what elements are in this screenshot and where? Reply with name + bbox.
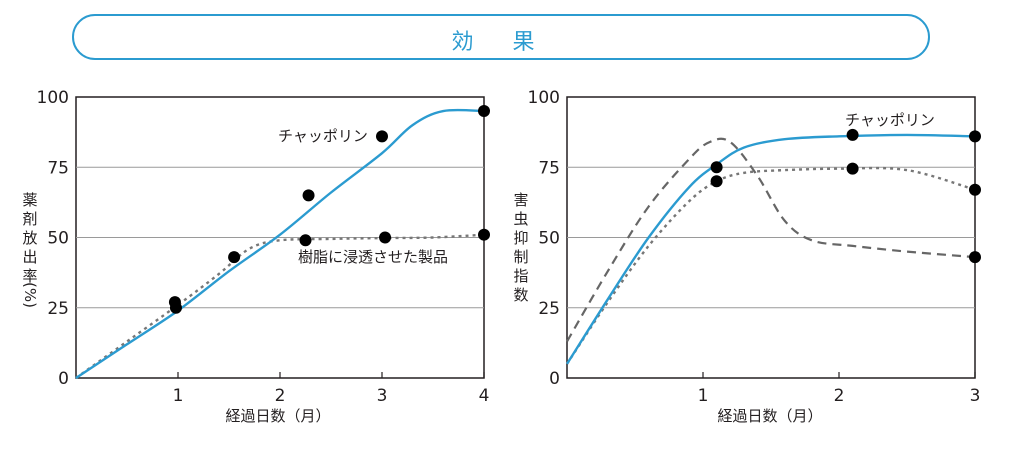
x-tick-label: 2 xyxy=(834,386,845,406)
y-tick-label: 75 xyxy=(47,158,69,178)
annotation-chapporin-right: チャッポリン xyxy=(845,111,935,129)
data-point-marker xyxy=(376,130,388,143)
y-tick-label: 25 xyxy=(538,299,560,319)
y-axis-label-char: 放 xyxy=(22,229,37,247)
annotation-resin-product: 樹脂に浸透させた製品 xyxy=(298,248,448,266)
y-axis-label-char: (%) xyxy=(21,282,39,308)
y-axis-label-char: 数 xyxy=(513,286,528,304)
data-point-marker xyxy=(379,231,392,244)
data-point-marker xyxy=(299,234,312,247)
data-point-marker xyxy=(846,128,859,141)
data-point-marker xyxy=(302,189,315,202)
y-axis-label-char: 害 xyxy=(513,191,528,209)
series-line-dashed xyxy=(566,137,976,343)
y-axis-label-char: 剤 xyxy=(22,210,37,228)
x-tick-label: 2 xyxy=(275,386,286,406)
data-point-marker xyxy=(710,161,723,174)
y-axis-label-char: 虫 xyxy=(513,210,528,228)
data-point-marker xyxy=(969,130,981,143)
data-point-marker xyxy=(969,251,981,264)
x-tick-label: 3 xyxy=(970,386,981,406)
y-axis-label-char: 率 xyxy=(22,267,37,285)
y-axis-label-char: 指 xyxy=(513,267,528,285)
series-line-solid xyxy=(75,108,485,380)
series-line-dotted xyxy=(565,166,976,365)
y-tick-label: 50 xyxy=(47,229,69,249)
y-axis-label-char: 制 xyxy=(513,248,528,266)
chart-left: 0 25 50 75 100 1 2 3 4 チャッポリン 樹脂に浸透させた製品 経過日数（月… xyxy=(21,88,490,425)
x-axis-label-right: 経過日数（月） xyxy=(717,407,822,425)
page-title: 効 果 xyxy=(451,30,551,55)
x-tick-label: 4 xyxy=(479,386,490,406)
x-tick-label: 1 xyxy=(173,386,184,406)
x-tick-label: 3 xyxy=(377,386,388,406)
data-point-marker xyxy=(478,228,490,241)
y-axis-label-char: 薬 xyxy=(22,191,37,209)
data-point-marker xyxy=(228,251,241,264)
data-point-marker xyxy=(478,105,490,118)
y-tick-label: 0 xyxy=(549,369,560,389)
y-tick-label: 100 xyxy=(37,88,69,108)
annotation-chapporin-left: チャッポリン xyxy=(278,127,368,145)
y-axis-label-char: 出 xyxy=(22,248,37,266)
series-line-solid xyxy=(565,133,976,365)
x-axis-label-left: 経過日数（月） xyxy=(225,407,330,425)
y-tick-label: 75 xyxy=(538,158,560,178)
data-point-marker xyxy=(710,175,723,188)
y-tick-label: 0 xyxy=(58,369,69,389)
y-axis-label-char: 抑 xyxy=(513,229,528,247)
y-tick-label: 50 xyxy=(538,229,560,249)
data-point-marker xyxy=(168,296,181,309)
y-tick-label: 100 xyxy=(528,88,560,108)
data-point-marker xyxy=(846,162,859,175)
y-tick-label: 25 xyxy=(47,299,69,319)
header-banner: 効 果 xyxy=(72,14,930,60)
x-tick-label: 1 xyxy=(698,386,709,406)
series-line-dotted xyxy=(75,233,485,379)
data-point-marker xyxy=(969,183,981,196)
